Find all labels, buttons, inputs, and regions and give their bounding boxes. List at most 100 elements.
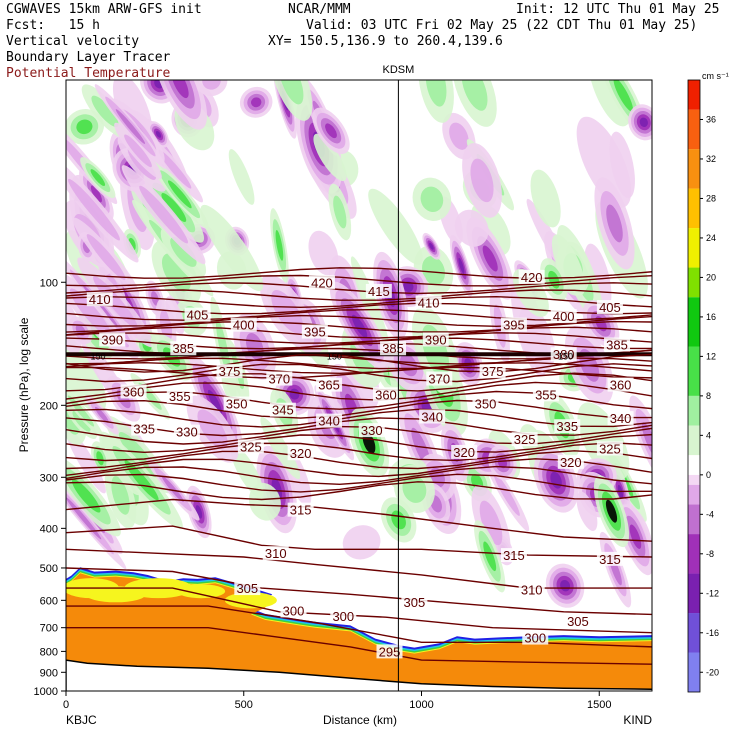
theta-label: 345 — [272, 403, 294, 418]
theta-label: 330 — [176, 425, 198, 440]
theta-label: 410 — [89, 292, 111, 307]
updraft-cell — [228, 149, 255, 205]
updraft-cell — [420, 186, 444, 213]
theta-contour — [66, 605, 652, 648]
downdraft-cell — [493, 472, 520, 516]
theta-label-bg — [607, 377, 634, 392]
theta-label: 295 — [379, 644, 401, 659]
theta-label-bg — [262, 546, 289, 561]
downdraft-cell — [454, 209, 489, 247]
tracer-high-patch — [177, 584, 226, 599]
header-xy: XY= 150.5,136.9 to 260.4,139.6 — [268, 34, 503, 49]
theta-label-bg — [166, 389, 193, 404]
theta-contour — [66, 353, 652, 373]
colorbar-band — [688, 573, 700, 614]
theta-contour — [66, 326, 652, 339]
colorbar-band — [688, 149, 700, 189]
downdraft-cell — [155, 131, 162, 138]
theta-label-bg — [99, 332, 126, 347]
colorbar-band — [688, 455, 700, 475]
theta-label-bg — [401, 594, 428, 609]
updraft-cell — [161, 193, 187, 222]
terrain — [66, 659, 652, 691]
theta-label-bg — [308, 275, 335, 290]
tropopause-label: 150 — [327, 352, 342, 362]
downdraft-cell — [66, 497, 102, 540]
y-axis-ticks: 100 200 300 400 500 600 700 800 900 1000 — [34, 277, 66, 698]
theta-contour — [66, 332, 652, 344]
updraft-cell — [530, 169, 561, 228]
downdraft-cell — [641, 422, 652, 460]
colorbar-band — [688, 613, 700, 653]
colorbar-tick-label: 0 — [706, 470, 711, 480]
theta-label-bg — [269, 402, 296, 417]
downdraft-cell — [68, 178, 120, 241]
theta-label-bg — [419, 409, 446, 424]
colorbar-band — [688, 474, 700, 485]
downdraft-cell — [139, 185, 189, 244]
theta-label: 395 — [304, 325, 326, 340]
theta-label: 365 — [318, 378, 340, 393]
theta-label: 330 — [361, 423, 383, 438]
downdraft-cell — [606, 204, 623, 243]
y-tick-label: 700 — [40, 623, 58, 635]
y-tick-label: 300 — [40, 472, 58, 484]
theta-label-bg — [287, 446, 314, 461]
theta-contour — [66, 381, 652, 401]
theta-label: 415 — [368, 284, 390, 299]
updraft-cell — [422, 256, 445, 286]
theta-label: 380 — [553, 347, 575, 362]
updraft-cell — [124, 460, 159, 501]
downdraft-cell — [482, 245, 498, 272]
downdraft-cell — [86, 234, 126, 280]
theta-label-bg — [518, 269, 545, 284]
updraft-cell — [483, 541, 497, 572]
updraft-cell — [605, 499, 618, 523]
theta-label-bg — [479, 364, 506, 379]
theta-label: 315 — [290, 503, 312, 518]
theta-label-bg — [532, 387, 559, 402]
theta-label: 405 — [599, 300, 621, 315]
theta-label-bg — [316, 413, 343, 428]
theta-label: 300 — [524, 631, 546, 646]
theta-label: 385 — [382, 341, 404, 356]
plot-frame — [65, 79, 653, 692]
updraft-cell — [170, 236, 197, 267]
theta-label-bg — [500, 317, 527, 332]
theta-label-bg — [451, 444, 478, 459]
colorbar-band — [688, 395, 700, 426]
theta-label-bg — [518, 582, 545, 597]
downdraft-cell — [207, 389, 223, 415]
tropopause-label: 150 — [90, 352, 105, 362]
theta-label-bg — [415, 295, 442, 310]
theta-label-bg — [596, 300, 623, 315]
left-station-label: KBJC — [66, 713, 97, 727]
theta-label: 325 — [599, 441, 621, 456]
theta-label-bg — [237, 439, 264, 454]
downdraft-cell — [116, 389, 131, 409]
x-tick-label: 500 — [235, 699, 253, 711]
theta-label-bg — [316, 377, 343, 392]
colorbar-tick-label: 24 — [706, 233, 716, 243]
colorbar-band — [688, 188, 700, 229]
theta-label: 370 — [428, 372, 450, 387]
theta-contour — [66, 363, 652, 383]
theta-contour — [66, 289, 652, 301]
colorbar-band — [688, 109, 700, 150]
theta-label-bg — [365, 283, 392, 298]
tracer-high-patch — [224, 592, 277, 609]
theta-label-bg — [330, 608, 357, 623]
colorbar-band — [688, 267, 700, 298]
potential-temperature-labels: 410 420 415 410 420 405 400 395 395 400 405 390 385 3… — [86, 269, 634, 659]
theta-label: 335 — [133, 422, 155, 437]
theta-label: 375 — [219, 364, 241, 379]
colorbar-tick-label: -16 — [706, 628, 719, 638]
theta-label-bg — [184, 307, 211, 322]
theta-label-bg — [500, 548, 527, 563]
theta-label: 340 — [318, 414, 340, 429]
theta-label: 325 — [240, 439, 262, 454]
theta-label-bg — [301, 324, 328, 339]
theta-label-bg — [280, 603, 307, 618]
theta-label: 420 — [521, 270, 543, 285]
downdraft-cell — [171, 80, 189, 99]
